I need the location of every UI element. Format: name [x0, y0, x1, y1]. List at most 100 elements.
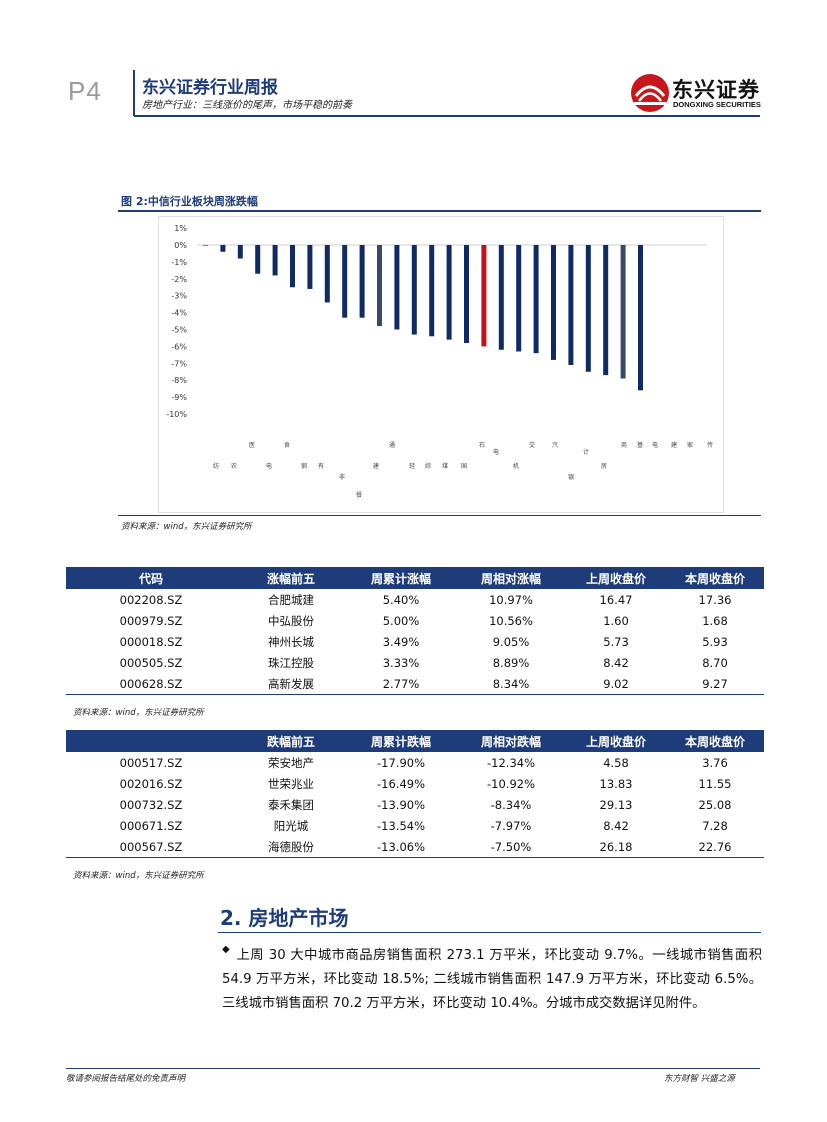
table-cell: -10.92% — [487, 776, 535, 791]
table-cell: -17.90% — [377, 755, 425, 770]
x-category-label: 医 — [249, 442, 255, 449]
table-cell: 16.47 — [599, 592, 633, 607]
column-header: 周相对跌幅 — [456, 730, 566, 752]
bar-chart: 1% 0% -1% -2% -3% -4% -5% -6% -7% -8% -9% -10% 医 食 通 石 交… — [166, 224, 713, 499]
x-category-label: 商 — [621, 441, 627, 449]
chart-bar — [237, 245, 243, 259]
x-category-label: 家 — [687, 441, 693, 449]
chart-bar — [220, 245, 226, 252]
x-category-label: 国 — [461, 463, 467, 470]
table-cell: 阳光城 — [273, 818, 309, 833]
table-cell: 000567.SZ — [66, 836, 236, 858]
column-header: 周累计涨幅 — [346, 567, 456, 589]
table-cell: 7.28 — [702, 818, 728, 833]
chart-bar — [568, 245, 574, 365]
column-header — [66, 730, 236, 752]
report-title: 东兴证券行业周报 — [142, 78, 278, 98]
table-cell: 000517.SZ — [119, 755, 183, 770]
table-cell: 29.13 — [599, 797, 633, 812]
gainers-source: 资料来源：wind，东兴证券研究所 — [73, 708, 204, 718]
table-header-row: 代码 涨幅前五 周累计涨幅 周相对涨幅 上周收盘价 本周收盘价 — [66, 567, 764, 589]
figure-source: 资料来源：wind，东兴证券研究所 — [121, 522, 252, 532]
chart-bar — [429, 245, 435, 337]
x-category-label: 石 — [479, 442, 485, 449]
chart-bar — [498, 245, 504, 350]
y-tick-label: -3% — [171, 292, 187, 301]
losers-table: 跌幅前五 周累计跌幅 周相对跌幅 上周收盘价 本周收盘价 000517.SZ 荣安地产 -1… — [66, 730, 764, 858]
y-tick-label: -2% — [171, 275, 187, 284]
chart-bar — [638, 245, 643, 391]
chart-bar — [290, 245, 295, 288]
table-cell: 4.58 — [603, 755, 629, 770]
y-tick-label: -5% — [171, 326, 187, 335]
table-cell: 002016.SZ — [119, 776, 183, 791]
table-row: 000628.SZ 高新发展 2.77% 8.34% 9.02 9.27 — [66, 673, 764, 695]
y-tick-label: -8% — [171, 376, 187, 385]
column-header: 周相对涨幅 — [456, 567, 566, 589]
chart-bar — [481, 245, 487, 347]
x-category-label: 汽 — [552, 441, 558, 449]
x-category-label: 电 — [266, 462, 272, 470]
table-cell: 26.18 — [566, 836, 666, 858]
table-cell: -16.49% — [377, 776, 425, 791]
x-category-label: 通 — [389, 441, 395, 449]
table-row: 000517.SZ 荣安地产 -17.90% -12.34% 4.58 3.76 — [66, 752, 764, 773]
table-cell: 中弘股份 — [268, 613, 314, 628]
x-category-label: 纺 — [213, 462, 219, 470]
table-cell: 海德股份 — [236, 836, 346, 858]
table-cell: 9.27 — [666, 673, 764, 695]
chart-bar — [359, 245, 365, 318]
table-cell: -13.54% — [377, 818, 425, 833]
x-category-label: 煤 — [442, 462, 448, 470]
section-rule — [218, 932, 761, 933]
chart-bar — [533, 245, 539, 354]
table-cell: 000732.SZ — [119, 797, 183, 812]
chart-container: 1% 0% -1% -2% -3% -4% -5% -6% -7% -8% -9% -10% 医 食 通 石 交… — [158, 216, 724, 513]
chart-bar — [324, 245, 330, 303]
chart-bar — [255, 245, 261, 274]
table-cell: 3.49% — [382, 634, 420, 649]
section-title: 2. 房地产市场 — [220, 906, 349, 930]
table-cell: 000505.SZ — [119, 655, 183, 670]
column-header: 本周收盘价 — [666, 730, 764, 752]
x-category-label: 轻 — [409, 462, 415, 470]
table-cell: 25.08 — [698, 797, 732, 812]
x-category-label: 农 — [231, 462, 237, 470]
table-cell: -13.06% — [346, 836, 456, 858]
x-category-label: 机 — [513, 462, 519, 470]
table-row: 002016.SZ 世荣兆业 -16.49% -10.92% 13.83 11.55 — [66, 773, 764, 794]
x-category-label: 餐 — [356, 491, 362, 499]
table-cell: 9.05% — [492, 634, 530, 649]
x-category-label: 电 — [652, 441, 658, 449]
table-cell: 世荣兆业 — [268, 776, 314, 791]
table-cell: 1.68 — [702, 613, 728, 628]
chart-bar — [394, 245, 400, 330]
footer-disclaimer: 敬请参阅报告结尾处的免责声明 — [66, 1074, 186, 1084]
table-cell: 珠江控股 — [268, 655, 314, 670]
footer-slogan: 东方财智 兴盛之源 — [664, 1074, 735, 1084]
column-header: 涨幅前五 — [236, 567, 346, 589]
column-header: 代码 — [66, 567, 236, 589]
table-row: 000979.SZ 中弘股份 5.00% 10.56% 1.60 1.68 — [66, 610, 764, 631]
chart-bar — [377, 245, 382, 327]
table-cell: -8.34% — [490, 797, 532, 812]
company-logo-icon — [631, 74, 669, 112]
table-cell: 8.70 — [702, 655, 728, 670]
table-cell: 22.76 — [666, 836, 764, 858]
paragraph-text: 上周 30 大中城市商品房销售面积 273.1 万平米，环比变动 9.7%。一线… — [222, 948, 762, 1011]
logo-text-en: DONGXING SECURITIES — [673, 100, 761, 109]
table-cell: -7.50% — [456, 836, 566, 858]
page-number: P4 — [68, 76, 102, 106]
table-row: 000567.SZ 海德股份 -13.06% -7.50% 26.18 22.76 — [66, 836, 764, 858]
table-cell: 000979.SZ — [119, 613, 183, 628]
bullet-diamond-icon: ◆ — [222, 944, 230, 955]
table-cell: 8.89% — [492, 655, 530, 670]
table-header-row: 跌幅前五 周累计跌幅 周相对跌幅 上周收盘价 本周收盘价 — [66, 730, 764, 752]
table-cell: -13.90% — [377, 797, 425, 812]
header-rule — [134, 115, 760, 117]
x-category-label: 钢 — [301, 462, 307, 470]
table-row: 002208.SZ 合肥城建 5.40% 10.97% 16.47 17.36 — [66, 589, 764, 610]
table-cell: 002208.SZ — [119, 592, 183, 607]
x-category-label: 建 — [671, 441, 677, 449]
table-cell: 荣安地产 — [268, 755, 314, 770]
